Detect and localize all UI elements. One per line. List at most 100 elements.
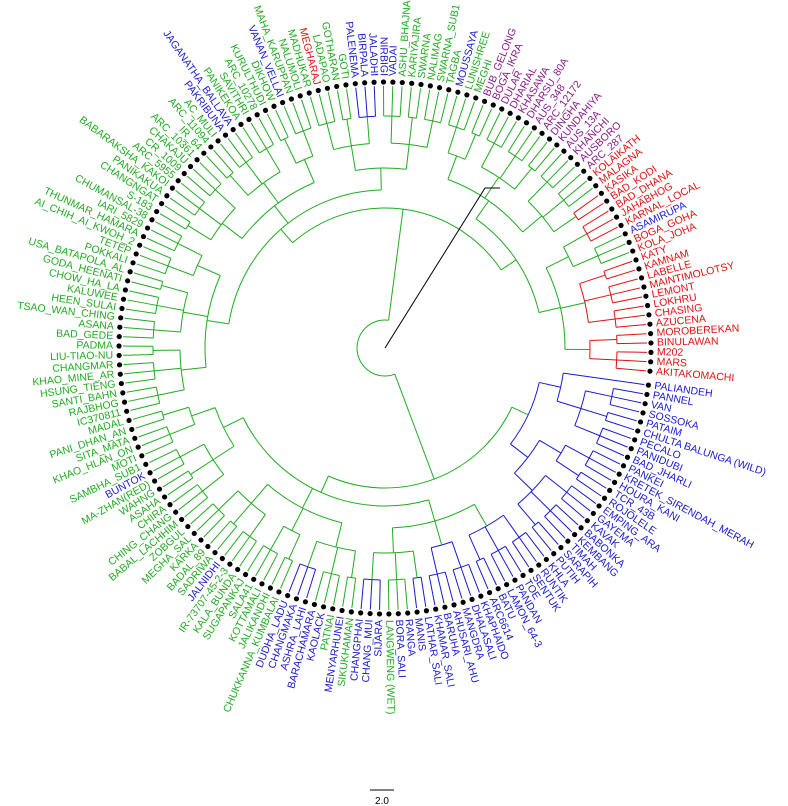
- tip-dot: [536, 562, 542, 568]
- tip-dot: [644, 302, 651, 309]
- tip-label: LIU-TIAO-NU: [50, 349, 113, 363]
- tip-label: LANGWENG (WET): [383, 620, 396, 715]
- tip-dot: [315, 87, 321, 94]
- branch-segment: [145, 441, 174, 455]
- branch-segment: [220, 143, 240, 168]
- branch-segment: [292, 102, 304, 132]
- branch-segment: [231, 536, 251, 562]
- tip-dot: [201, 150, 207, 156]
- branch-segment: [584, 294, 611, 302]
- tip-label: CHANGPHAI: [348, 618, 366, 681]
- tip-dot: [507, 110, 513, 116]
- branch-segment: [493, 116, 509, 144]
- branch-segment: [250, 484, 268, 504]
- tip-dot: [191, 530, 197, 537]
- branch-segment: [471, 104, 484, 134]
- branch-segment: [207, 319, 229, 325]
- branch-segment: [415, 88, 421, 119]
- branch-segment: [351, 578, 357, 608]
- tip-dot: [215, 138, 221, 144]
- branch-segment: [579, 274, 606, 285]
- tip-dot: [120, 296, 127, 302]
- branch-segment: [139, 254, 169, 267]
- tip-dot: [609, 206, 615, 212]
- branch-segment: [616, 333, 647, 336]
- branch-segment: [563, 372, 645, 386]
- tip-dot: [531, 125, 537, 131]
- branch-segment: [167, 477, 194, 496]
- branch-segment: [159, 213, 187, 230]
- tip-dot: [320, 604, 327, 610]
- branch-segment: [379, 579, 381, 610]
- branch-segment: [162, 470, 189, 488]
- branch-segment: [124, 317, 155, 323]
- tip-dot: [593, 183, 599, 189]
- branch-segment: [129, 290, 159, 298]
- branch-segment: [199, 162, 222, 185]
- tip-dot: [132, 435, 138, 441]
- branch-segment: [330, 547, 339, 574]
- branch-segment: [511, 406, 529, 416]
- tip-dot: [119, 305, 125, 312]
- tip-dot: [124, 408, 130, 414]
- tip-dot: [376, 611, 383, 617]
- tip-dot: [133, 251, 139, 257]
- branch-segment: [597, 243, 626, 257]
- tip-dot: [271, 103, 277, 109]
- branch-arc: [247, 171, 281, 196]
- branch-segment: [539, 439, 562, 454]
- branch-segment: [275, 109, 289, 138]
- tip-dot: [227, 561, 233, 567]
- tip-dot: [116, 343, 122, 349]
- branch-segment: [263, 182, 279, 204]
- branch-segment: [306, 569, 317, 599]
- tip-dot: [565, 538, 571, 544]
- branch-segment: [596, 442, 625, 457]
- tip-dot: [572, 531, 578, 538]
- tip-dot: [469, 596, 475, 602]
- branch-arc: [295, 127, 312, 135]
- tip-label: CHANG_MUI: [360, 619, 376, 683]
- branch-segment: [497, 550, 514, 577]
- branch-segment: [412, 578, 418, 609]
- tip-dot: [643, 293, 649, 299]
- branch-arc: [292, 207, 502, 271]
- branch-segment: [405, 144, 410, 170]
- branch-segment: [563, 233, 588, 248]
- branch-segment: [556, 400, 582, 409]
- branch-segment: [155, 221, 182, 237]
- branch-segment: [157, 463, 185, 480]
- branch-segment: [190, 503, 214, 525]
- branch-segment: [594, 235, 622, 249]
- tip-dot: [212, 549, 218, 556]
- branch-segment: [307, 541, 318, 567]
- branch-arc: [356, 319, 396, 377]
- tip-dot: [539, 130, 545, 136]
- branch-arc: [609, 388, 614, 405]
- branch-segment: [123, 327, 154, 331]
- branch-arc: [152, 321, 155, 339]
- branch-segment: [531, 527, 552, 551]
- branch-segment: [291, 508, 304, 531]
- branch-segment: [534, 147, 555, 172]
- tip-dot: [288, 96, 294, 102]
- tip-dot: [486, 589, 493, 596]
- tip-dot: [414, 609, 420, 615]
- branch-segment: [468, 534, 481, 560]
- tip-dot: [116, 333, 122, 340]
- branch-segment: [460, 567, 472, 596]
- branch-segment: [197, 264, 221, 276]
- tip-dot: [302, 599, 309, 605]
- tip-dot: [238, 121, 244, 127]
- tip-dot: [126, 417, 132, 424]
- branch-arc: [242, 417, 429, 507]
- branch-segment: [464, 134, 477, 160]
- tip-dot: [460, 599, 466, 605]
- tip-dot: [173, 509, 179, 515]
- branch-segment: [468, 564, 480, 593]
- branch-segment: [500, 259, 517, 271]
- branch-segment: [327, 92, 336, 122]
- branch-segment: [514, 472, 533, 491]
- tip-dot: [640, 410, 646, 416]
- branch-segment: [335, 522, 343, 548]
